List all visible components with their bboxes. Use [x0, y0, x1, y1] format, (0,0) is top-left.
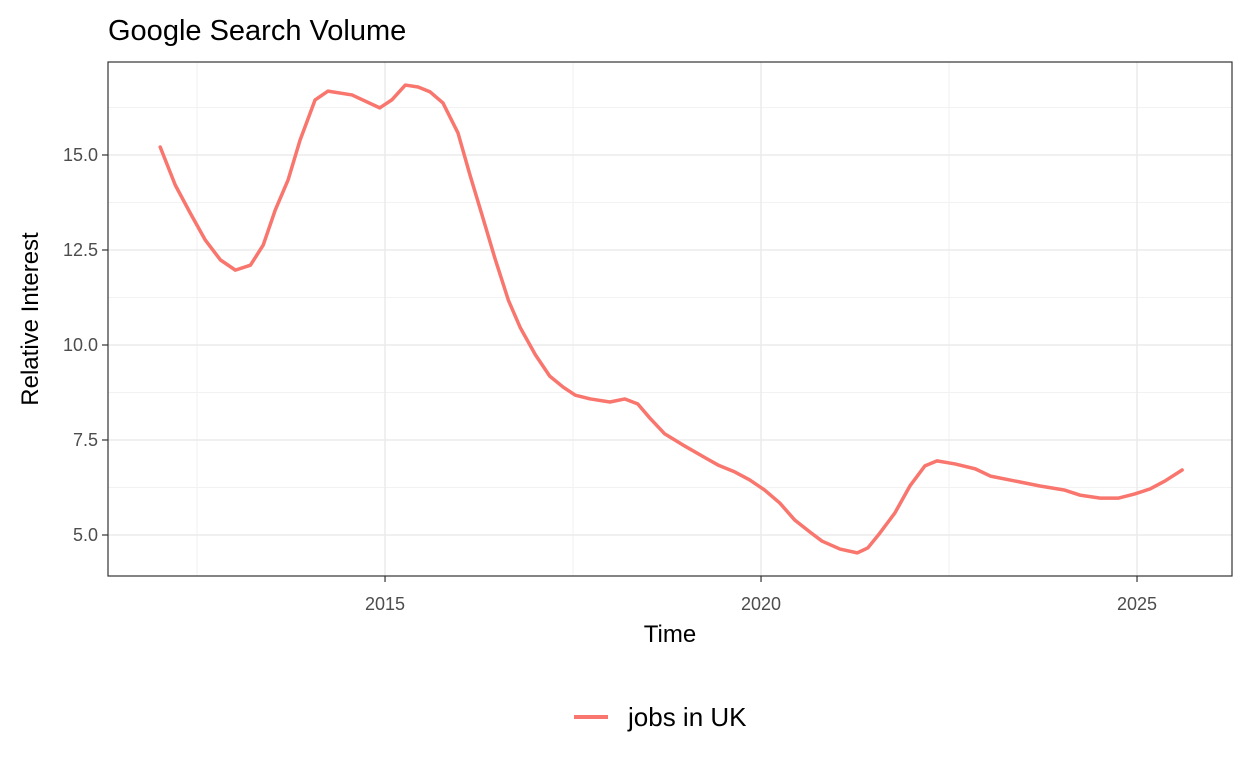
y-tick-label: 10.0: [63, 335, 98, 355]
y-axis-label: Relative Interest: [17, 232, 44, 406]
chart-title: Google Search Volume: [108, 15, 406, 47]
legend-label: jobs in UK: [627, 702, 747, 732]
x-tick-label: 2015: [365, 594, 405, 614]
x-tick-label: 2025: [1117, 594, 1157, 614]
grid: [108, 62, 1232, 576]
plot-area: [158, 83, 1184, 555]
legend: jobs in UK: [574, 702, 747, 732]
y-tick-label: 15.0: [63, 145, 98, 165]
data-line: [158, 83, 1184, 555]
panel-border: [107, 61, 1233, 577]
y-tick-label: 7.5: [73, 430, 98, 450]
x-axis-label: Time: [644, 621, 696, 648]
x-tick-label: 2020: [741, 594, 781, 614]
y-tick-label: 5.0: [73, 525, 98, 545]
y-tick-label: 12.5: [63, 240, 98, 260]
